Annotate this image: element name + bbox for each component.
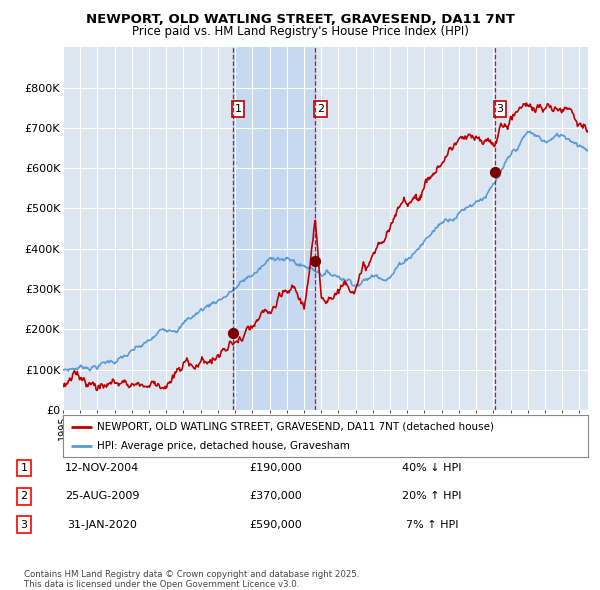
Text: 20% ↑ HPI: 20% ↑ HPI	[402, 491, 462, 501]
Text: 3: 3	[20, 520, 28, 529]
Text: Price paid vs. HM Land Registry's House Price Index (HPI): Price paid vs. HM Land Registry's House …	[131, 25, 469, 38]
Text: 7% ↑ HPI: 7% ↑ HPI	[406, 520, 458, 529]
Text: NEWPORT, OLD WATLING STREET, GRAVESEND, DA11 7NT (detached house): NEWPORT, OLD WATLING STREET, GRAVESEND, …	[97, 422, 494, 432]
Text: 31-JAN-2020: 31-JAN-2020	[67, 520, 137, 529]
Text: 2: 2	[317, 104, 324, 114]
Text: 40% ↓ HPI: 40% ↓ HPI	[402, 463, 462, 473]
Bar	[233, 47, 315, 410]
Text: This data is licensed under the Open Government Licence v3.0.: This data is licensed under the Open Gov…	[24, 579, 299, 589]
Point	[490, 168, 500, 177]
Text: NEWPORT, OLD WATLING STREET, GRAVESEND, DA11 7NT: NEWPORT, OLD WATLING STREET, GRAVESEND, …	[86, 13, 514, 26]
Point	[228, 329, 238, 338]
Text: £590,000: £590,000	[250, 520, 302, 529]
Text: 12-NOV-2004: 12-NOV-2004	[65, 463, 139, 473]
Point	[310, 256, 320, 266]
Text: 3: 3	[496, 104, 503, 114]
Text: 1: 1	[235, 104, 242, 114]
Text: 1: 1	[20, 463, 28, 473]
Text: Contains HM Land Registry data © Crown copyright and database right 2025.: Contains HM Land Registry data © Crown c…	[24, 570, 359, 579]
Text: £370,000: £370,000	[250, 491, 302, 501]
Text: HPI: Average price, detached house, Gravesham: HPI: Average price, detached house, Grav…	[97, 441, 350, 451]
Text: £190,000: £190,000	[250, 463, 302, 473]
Text: 2: 2	[20, 491, 28, 501]
Text: 25-AUG-2009: 25-AUG-2009	[65, 491, 139, 501]
